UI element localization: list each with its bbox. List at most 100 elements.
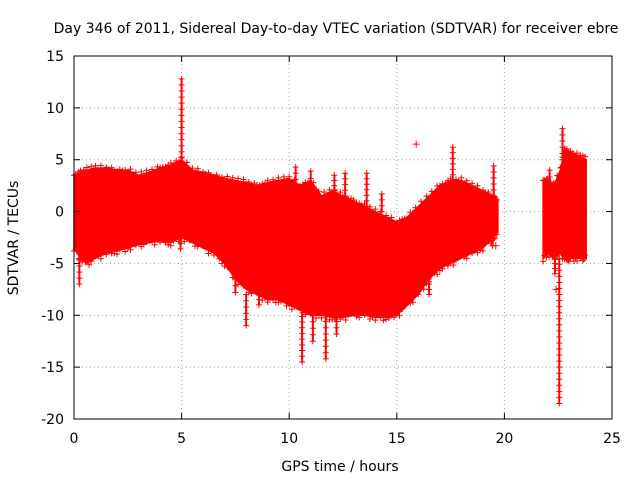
data-point: [264, 299, 271, 305]
data-point: [364, 206, 371, 213]
data-point: [309, 338, 316, 345]
data-point: [138, 168, 145, 175]
data-point: [562, 252, 569, 259]
data-point: [556, 273, 563, 280]
data-point: [140, 241, 147, 248]
data-point: [333, 330, 340, 337]
data-point: [178, 167, 185, 174]
data-point: [452, 257, 459, 264]
data-point: [558, 164, 565, 171]
data-point: [299, 336, 306, 343]
data-point: [466, 248, 473, 255]
data-point: [331, 172, 338, 179]
data-point: [76, 269, 83, 276]
data-point: [490, 162, 497, 169]
data-point: [318, 314, 325, 321]
data-point: [418, 284, 425, 291]
data-point: [490, 193, 497, 200]
data-point: [299, 341, 306, 348]
data-point: [479, 247, 486, 254]
data-point: [237, 181, 244, 188]
data-point: [221, 177, 228, 184]
data-point: [490, 180, 497, 187]
data-point: [229, 274, 236, 281]
data-point: [178, 161, 185, 168]
data-point: [401, 302, 408, 309]
y-tick-label: -15: [41, 360, 64, 376]
data-point: [88, 163, 95, 170]
data-point: [342, 175, 349, 182]
data-point: [200, 243, 207, 250]
data-point: [477, 247, 484, 254]
data-point: [557, 247, 564, 254]
data-point: [378, 202, 385, 209]
data-point: [256, 296, 263, 303]
data-point: [489, 229, 496, 236]
data-point: [581, 256, 588, 263]
plot-frame: [73, 55, 613, 420]
y-tick-label: -10: [41, 308, 64, 324]
data-point: [337, 316, 344, 323]
data-point: [322, 349, 329, 356]
data-point: [232, 282, 239, 289]
data-point: [556, 382, 563, 389]
data-point: [426, 286, 433, 293]
data-point: [426, 291, 433, 298]
data-point: [208, 172, 215, 179]
data-point: [412, 140, 420, 148]
data-point: [556, 297, 563, 304]
data-point: [313, 315, 320, 322]
data-point: [251, 287, 258, 294]
y-tick-label: -5: [50, 256, 64, 272]
data-point: [192, 169, 199, 176]
data-point: [178, 81, 185, 88]
data-point: [323, 192, 330, 199]
data-point: [213, 249, 220, 256]
data-point: [342, 181, 349, 188]
data-point: [404, 215, 411, 222]
data-point: [540, 258, 547, 265]
x-tick-label: 25: [603, 431, 621, 447]
data-point: [340, 313, 346, 320]
data-point: [307, 168, 314, 175]
data-point: [243, 291, 250, 298]
data-point: [178, 142, 185, 149]
data-point: [543, 176, 550, 183]
data-point: [243, 322, 250, 329]
data-point: [124, 169, 131, 176]
data-point: [350, 196, 357, 203]
data-point: [331, 182, 338, 189]
data-point: [213, 171, 220, 178]
data-point: [396, 312, 403, 319]
data-point: [97, 255, 104, 262]
data-point: [216, 255, 223, 262]
data-point: [380, 317, 387, 324]
data-point: [474, 182, 481, 189]
data-point: [208, 247, 215, 254]
data-point: [574, 150, 581, 157]
data-point: [556, 261, 563, 268]
data-point: [556, 394, 563, 401]
data-point: [278, 179, 285, 186]
data-point: [130, 240, 137, 247]
data-point: [363, 186, 370, 193]
data-point: [552, 285, 560, 293]
data-point: [177, 240, 184, 247]
y-tick-label: -20: [41, 412, 64, 428]
data-point: [559, 144, 566, 151]
data-point: [556, 291, 563, 298]
data-point: [447, 258, 454, 265]
data-point: [333, 312, 340, 319]
data-point: [86, 169, 93, 176]
data-point: [322, 330, 329, 337]
data-point: [426, 194, 433, 201]
data-point: [178, 136, 185, 143]
data-point: [391, 314, 398, 321]
data-point: [170, 162, 177, 169]
data-point: [240, 282, 247, 289]
data-point: [183, 234, 190, 241]
data-point: [243, 283, 250, 290]
data-point: [556, 388, 563, 395]
data-point: [232, 289, 239, 296]
data-point: [331, 177, 338, 184]
